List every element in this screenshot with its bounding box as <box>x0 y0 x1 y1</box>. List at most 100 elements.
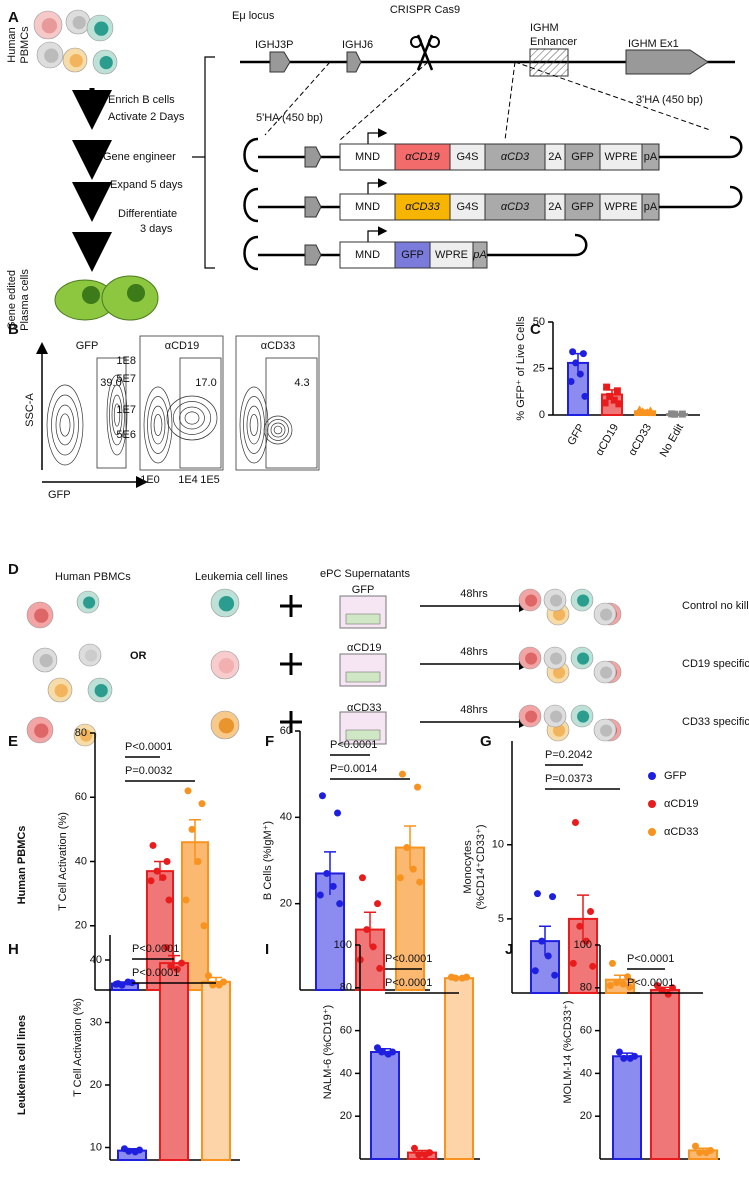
contour <box>59 413 71 437</box>
nucleus <box>80 729 93 742</box>
y-tick-label: 5E7 <box>116 373 136 385</box>
panel-letter: F <box>265 733 274 750</box>
gate <box>96 357 127 469</box>
nucleus <box>99 56 113 70</box>
bracket <box>192 56 215 269</box>
contour <box>263 415 293 445</box>
construct-label: 2A <box>548 201 562 213</box>
plot-title: αCD33 <box>261 340 295 352</box>
point <box>184 787 192 795</box>
gate-value: 4.3 <box>294 377 309 389</box>
point <box>626 1054 634 1062</box>
point <box>569 959 577 967</box>
homology-arm <box>243 233 588 271</box>
plot-title: GFP <box>76 340 99 352</box>
construct-label: GFP <box>571 201 594 213</box>
label: IGHM <box>530 22 559 34</box>
step-label: Gene engineer <box>103 151 176 163</box>
point <box>147 877 155 885</box>
nucleus <box>83 596 96 609</box>
point <box>376 964 384 972</box>
point <box>163 858 171 865</box>
point <box>531 967 539 975</box>
point <box>569 348 577 356</box>
point <box>329 882 337 890</box>
x-tick-label: GFP <box>565 422 587 448</box>
point <box>587 907 595 915</box>
y-tick-label: 5 <box>498 913 504 925</box>
dashed <box>504 61 516 141</box>
construct-label: MND <box>355 151 380 163</box>
step-label: Activate 2 Days <box>108 111 185 123</box>
construct-box <box>484 143 546 171</box>
point <box>178 959 186 967</box>
well-insert <box>345 613 381 625</box>
p-value: P=0.2042 <box>545 749 592 761</box>
point <box>369 943 377 951</box>
label: Human <box>6 27 18 62</box>
contour <box>111 394 123 436</box>
nucleus <box>525 594 538 607</box>
point <box>603 383 611 391</box>
point <box>581 392 589 400</box>
contour <box>113 403 121 427</box>
exon <box>304 196 322 218</box>
contour <box>172 401 212 435</box>
point <box>658 986 666 994</box>
nucleus <box>577 652 590 665</box>
promoter <box>367 226 388 242</box>
point <box>318 792 326 800</box>
gate <box>179 357 222 469</box>
plus <box>280 653 302 675</box>
contour <box>249 414 259 436</box>
point <box>647 409 656 417</box>
y-axis-label: (%CD14⁺CD33⁺) <box>475 825 487 910</box>
nucleus <box>550 594 563 607</box>
point <box>336 900 344 908</box>
point <box>606 392 614 400</box>
x-tick-label: 1E5 <box>200 474 220 486</box>
point <box>416 878 424 886</box>
point <box>669 984 677 992</box>
point <box>200 922 208 930</box>
y-tick-label: 100 <box>574 939 592 951</box>
label: Plasma cells <box>19 269 31 331</box>
bar <box>650 988 680 1160</box>
error-bar <box>189 818 201 865</box>
point <box>112 980 120 988</box>
point <box>452 974 460 982</box>
point <box>316 891 324 899</box>
nucleus <box>72 16 86 30</box>
label: SSC-A <box>24 393 36 427</box>
contour <box>246 405 262 445</box>
construct-label: pA <box>644 151 658 163</box>
x-tick-label: αCD19 <box>593 422 621 458</box>
point <box>671 410 679 418</box>
condition: GFP <box>352 584 375 596</box>
contour <box>150 405 166 445</box>
nucleus <box>69 54 83 68</box>
construct-label: GFP <box>401 249 424 261</box>
time-label: 48hrs <box>460 588 488 600</box>
point <box>664 990 672 998</box>
point <box>702 1149 710 1157</box>
exon <box>625 49 709 75</box>
bar <box>612 1055 642 1161</box>
scissors <box>428 36 440 48</box>
dashed <box>264 61 331 136</box>
construct-label: 2A <box>548 151 562 163</box>
plot-title: αCD19 <box>165 340 199 352</box>
nucleus <box>218 658 235 674</box>
bar <box>370 1051 400 1160</box>
point <box>620 1054 628 1062</box>
y-tick-label: 60 <box>580 1025 592 1037</box>
panel-letter: H <box>8 941 19 958</box>
panel-letter: A <box>8 9 19 26</box>
p-value: P<0.0001 <box>385 977 432 989</box>
y-tick-label: 10 <box>492 839 504 851</box>
p-value: P<0.0001 <box>132 943 179 955</box>
p-value: P<0.0001 <box>330 739 377 751</box>
nucleus <box>553 724 566 737</box>
legend-marker <box>648 772 656 780</box>
nucleus <box>94 21 109 36</box>
